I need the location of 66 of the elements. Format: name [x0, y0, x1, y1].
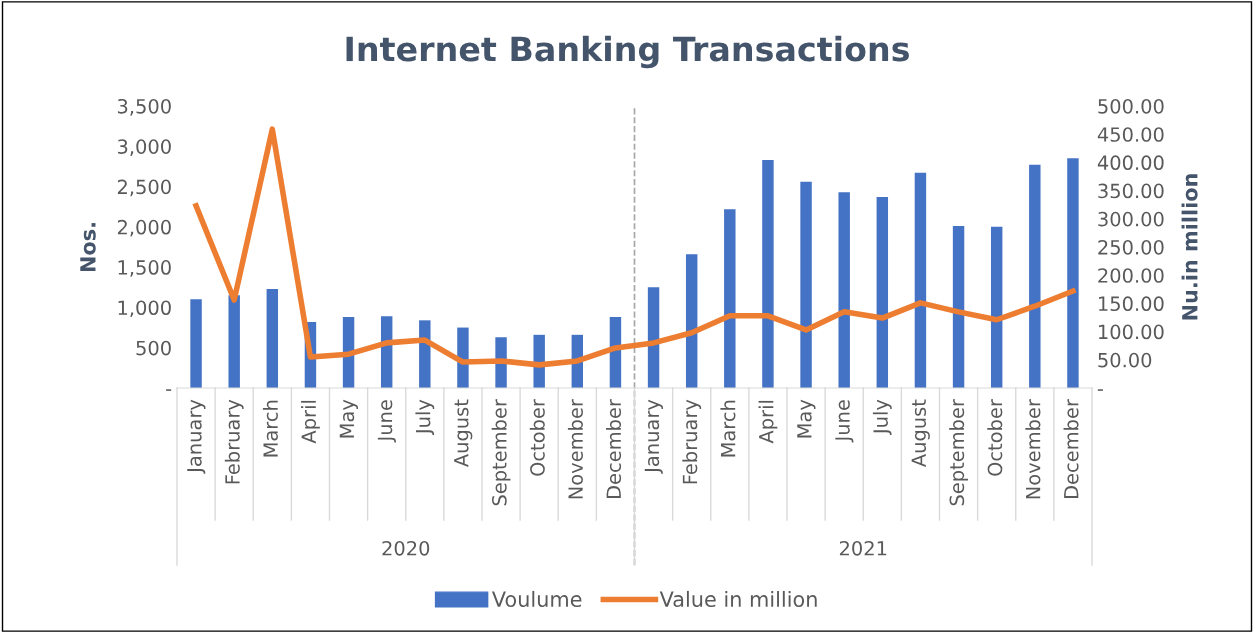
x-tick-label: August [911, 399, 930, 467]
x-tick-label: October [987, 399, 1003, 476]
text: 2020 [382, 540, 430, 556]
y-tick-label: 2,000 [117, 219, 171, 237]
bar [800, 181, 812, 388]
y2-tick-label: 250.00 [1098, 239, 1164, 255]
x-tick-label: June [377, 400, 396, 443]
y-axis-title: Nos. [80, 223, 96, 272]
bar [952, 226, 965, 388]
bar [419, 320, 431, 388]
x-tick-label: July [872, 399, 892, 436]
bar [762, 159, 774, 388]
x-tick-label: December [1063, 399, 1079, 499]
bar [647, 287, 660, 388]
y-tick-label: 1,000 [118, 300, 171, 318]
bar [1029, 164, 1041, 388]
x-tick-label: October [529, 399, 545, 476]
x-tick-label: June [835, 400, 854, 443]
bar [724, 209, 736, 388]
y-tick-label: 3,000 [117, 139, 171, 156]
x-tick-label: November [1025, 399, 1041, 499]
y2-tick-label: 300.00 [1098, 211, 1164, 227]
bar [1067, 158, 1079, 388]
y2-tick-label: 200.00 [1098, 268, 1164, 283]
x-tick-label: February [224, 399, 244, 484]
y2-tick-label: 100.00 [1099, 324, 1164, 340]
x-tick-label: September [491, 399, 511, 506]
x-tick-label: May [797, 399, 816, 438]
bar [266, 288, 279, 388]
x-tick-label: September [949, 399, 968, 506]
legend-label: Voulume [491, 590, 582, 608]
x-tick-label: April [758, 400, 778, 444]
legend-label: Value in million [659, 590, 817, 608]
bar [876, 197, 889, 388]
x-tick-label: January [644, 399, 663, 474]
bar [685, 254, 698, 388]
y2-tick-label: 500.00 [1098, 98, 1164, 114]
y2-tick-label: 450.00 [1097, 127, 1164, 142]
x-tick-label: March [262, 400, 278, 457]
bar [838, 192, 850, 388]
y2-tick-label: 50.00 [1098, 352, 1152, 368]
bar [190, 299, 202, 388]
y-tick-label: 1,500 [118, 260, 171, 277]
y-tick-label: 500 [136, 340, 171, 356]
y-tick-label: - [166, 389, 172, 391]
bar [228, 295, 240, 388]
x-tick-label: May [339, 399, 358, 438]
x-tick-label: November [567, 399, 583, 499]
x-tick-label: July [415, 399, 435, 436]
y2-tick-label: 350.00 [1098, 183, 1164, 199]
x-tick-label: August [454, 399, 473, 467]
x-tick-label: January [187, 399, 206, 474]
y2-tick-label: 400.00 [1097, 155, 1164, 171]
x-tick-label: April [301, 400, 320, 444]
y2-axis-title: Nu.in million [1181, 174, 1198, 320]
y2-tick-label: 150.00 [1099, 296, 1164, 312]
text: 2021 [839, 540, 887, 556]
x-tick-label: March [720, 400, 736, 457]
x-tick-label: December [606, 399, 622, 499]
bar [990, 226, 1003, 388]
x-tick-label: February [682, 399, 702, 484]
y-tick-label: 3,500 [117, 98, 171, 116]
bar [914, 172, 927, 388]
y-tick-label: 2,500 [117, 179, 171, 197]
chart-title: Internet Banking Transactions [346, 35, 909, 69]
y2-tick-label: - [1097, 389, 1103, 391]
